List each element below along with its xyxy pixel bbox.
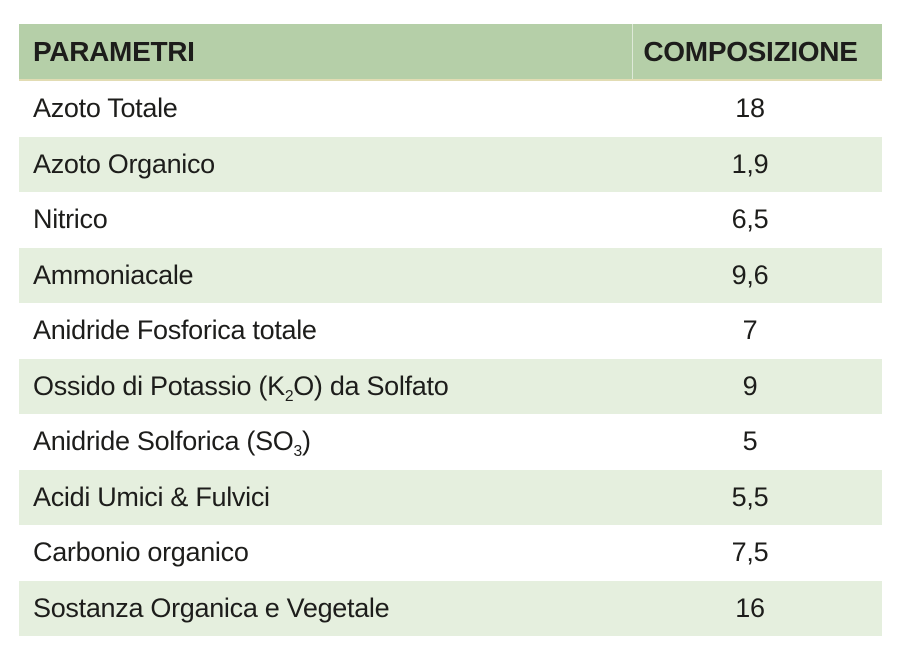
composition-value: 7 xyxy=(742,315,758,346)
parameter-cell: Anidride Fosforica totale xyxy=(19,303,632,359)
label-text: Anidride Solforica (SO xyxy=(33,426,294,457)
label-text: Carbonio organico xyxy=(33,537,249,568)
composition-value: 9,6 xyxy=(731,259,769,290)
table-row: Azoto Organico 1,9 xyxy=(19,136,882,193)
label-subscript: 3 xyxy=(293,443,303,461)
label-text: Acidi Umici & Fulvici xyxy=(33,481,270,512)
composition-value: 5,5 xyxy=(731,481,769,512)
parameter-label: Sostanza Organica e Vegetale xyxy=(33,592,390,624)
parameter-label: Ossido di Potassio (K2O) da Solfato xyxy=(33,370,449,405)
label-text-cont: O) da Solfato xyxy=(293,370,449,401)
parameter-label: Acidi Umici & Fulvici xyxy=(33,482,270,513)
parameter-cell: Sostanza Organica e Vegetale xyxy=(19,581,632,637)
table-row: Ammoniacale 9,6 xyxy=(19,247,882,304)
composition-value: 6,5 xyxy=(731,204,769,235)
label-text: Anidride Fosforica totale xyxy=(33,315,317,346)
label-text: Azoto Organico xyxy=(33,148,215,179)
label-text: Ossido di Potassio (K xyxy=(33,370,285,401)
composition-table: PARAMETRI COMPOSIZIONE Azoto Totale 18 A… xyxy=(19,24,882,636)
parameter-cell: Ammoniacale xyxy=(19,248,632,304)
parameter-label: Carbonio organico xyxy=(33,537,249,568)
label-text: Azoto Totale xyxy=(33,93,178,124)
parameter-cell: Acidi Umici & Fulvici xyxy=(19,470,632,526)
parameter-label: Anidride Fosforica totale xyxy=(33,315,317,346)
composition-value: 5 xyxy=(742,426,758,457)
composition-value: 9 xyxy=(742,370,758,401)
label-text-cont: ) xyxy=(301,426,311,457)
parameter-label: Anidride Solforica (SO3) xyxy=(33,426,311,461)
parameter-label: Azoto Organico xyxy=(33,149,215,180)
parameter-cell: Carbonio organico xyxy=(19,525,632,581)
composition-value: 1,9 xyxy=(731,148,769,179)
table-row: Acidi Umici & Fulvici 5,5 xyxy=(19,469,882,526)
parameter-cell: Anidride Solforica (SO3) xyxy=(19,414,632,470)
parameter-label: Azoto Totale xyxy=(33,93,178,124)
header-parametri: PARAMETRI xyxy=(33,35,195,67)
table-row: Carbonio organico 7,5 xyxy=(19,525,882,581)
table-row: Nitrico 6,5 xyxy=(19,192,882,248)
label-text: Nitrico xyxy=(33,204,108,235)
table-row: Azoto Totale 18 xyxy=(19,81,882,137)
parameter-label: Ammoniacale xyxy=(33,259,194,291)
table-row: Anidride Solforica (SO3) 5 xyxy=(19,414,882,470)
table-row: Sostanza Organica e Vegetale 16 xyxy=(19,580,882,637)
header-composizione: COMPOSIZIONE xyxy=(632,24,882,79)
parameter-cell: Ossido di Potassio (K2O) da Solfato xyxy=(19,359,632,415)
composition-value: 18 xyxy=(735,93,765,124)
table-row: Anidride Fosforica totale 7 xyxy=(19,303,882,359)
table-body: Azoto Totale 18 Azoto Organico 1,9 Nitri… xyxy=(19,81,882,636)
table-row: Ossido di Potassio (K2O) da Solfato 9 xyxy=(19,358,882,415)
composition-value: 16 xyxy=(735,592,765,623)
composition-value: 7,5 xyxy=(731,537,769,568)
label-text: Ammoniacale xyxy=(33,259,194,290)
parameter-cell: Azoto Totale xyxy=(19,81,632,137)
parameter-cell: Azoto Organico xyxy=(19,137,632,193)
label-subscript: 2 xyxy=(284,387,294,405)
table-header-row: PARAMETRI COMPOSIZIONE xyxy=(19,24,882,81)
parameter-label: Nitrico xyxy=(33,204,108,235)
label-text: Sostanza Organica e Vegetale xyxy=(33,592,390,623)
parameter-cell: Nitrico xyxy=(19,192,632,248)
